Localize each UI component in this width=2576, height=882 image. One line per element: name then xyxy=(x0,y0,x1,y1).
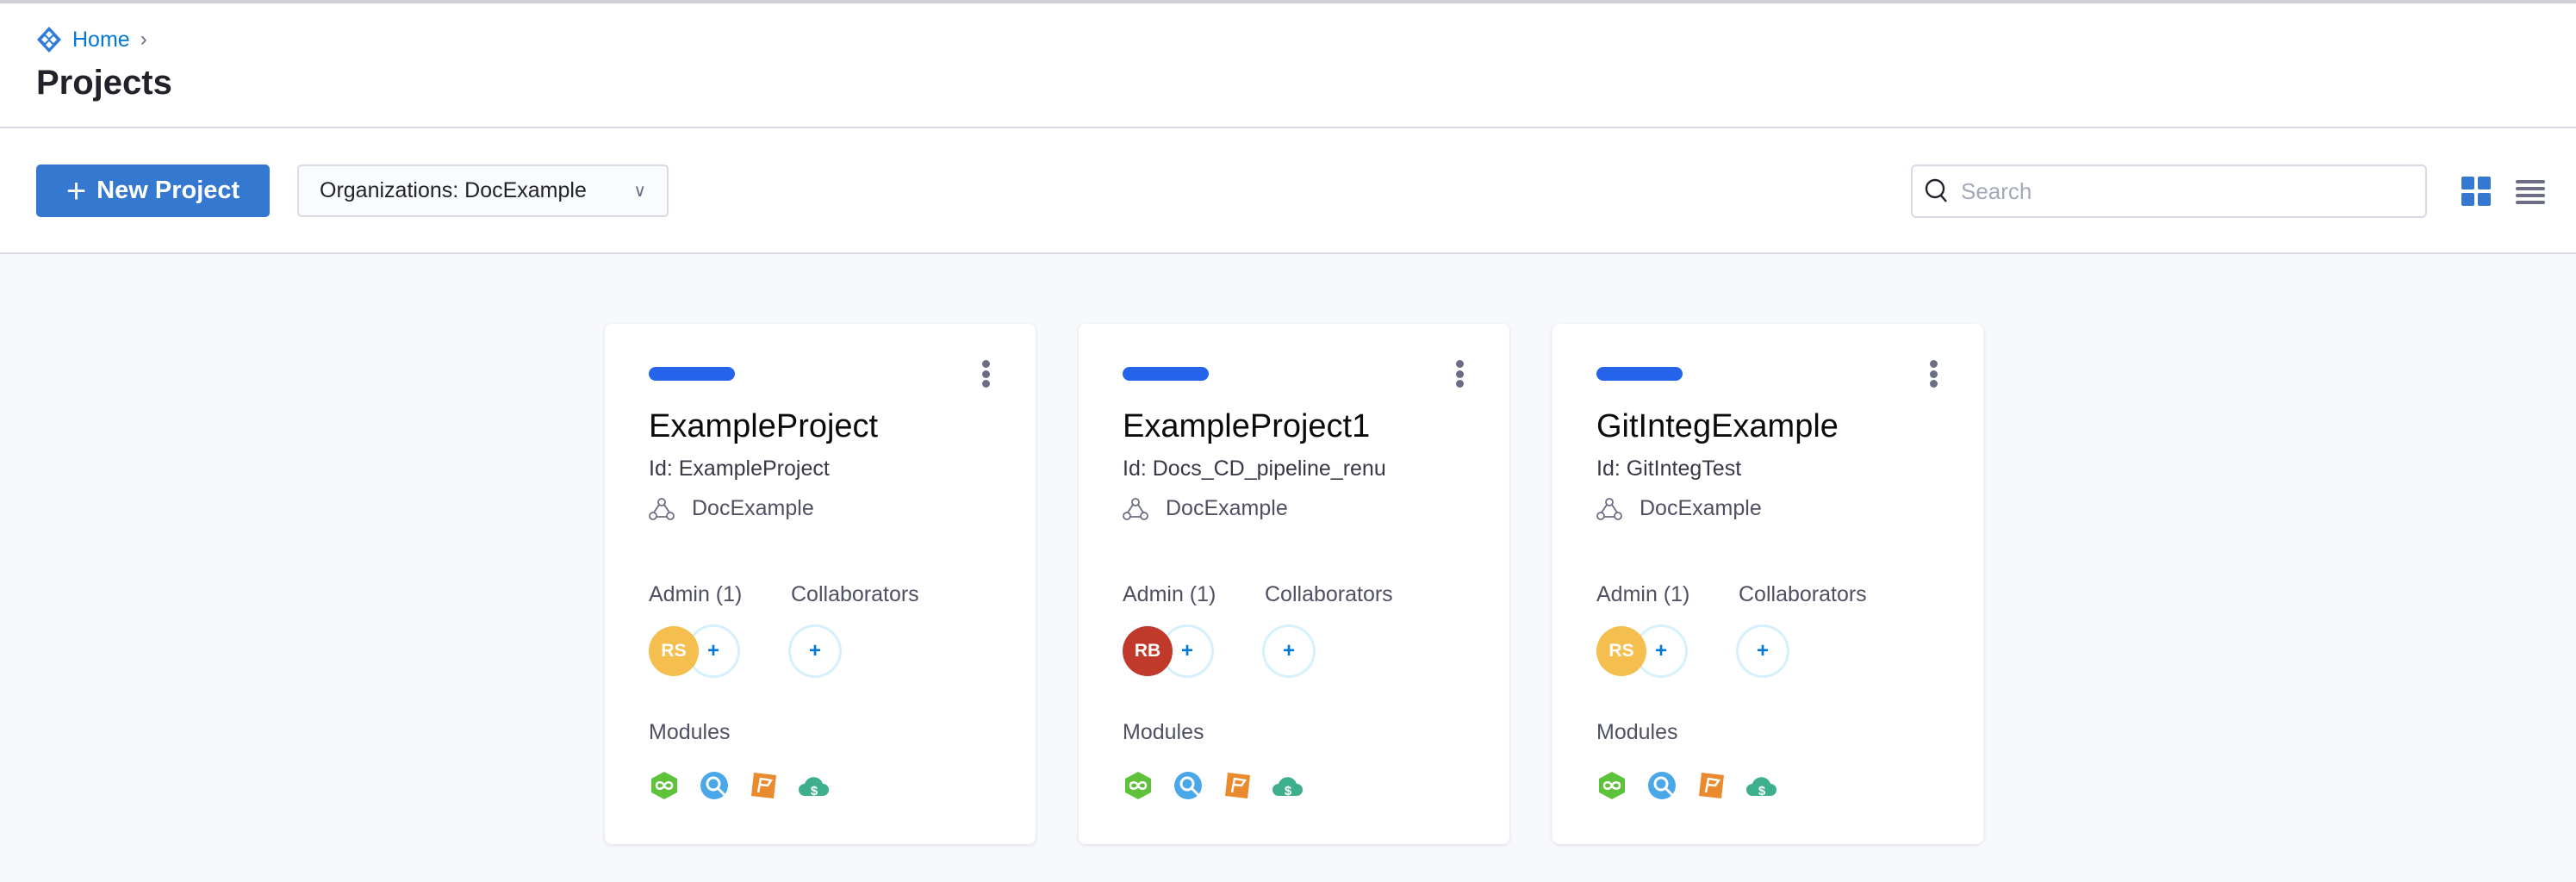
project-org: DocExample xyxy=(649,496,814,521)
modules-label: Modules xyxy=(1596,720,1678,744)
svg-text:$: $ xyxy=(1758,784,1766,798)
cd-icon xyxy=(649,770,680,801)
project-color-bar xyxy=(1123,367,1209,381)
breadcrumb: Home › xyxy=(36,26,147,53)
admin-label: Admin (1) xyxy=(649,582,743,606)
add-collaborator-button[interactable]: + xyxy=(1262,624,1316,678)
top-border xyxy=(0,0,2576,3)
admin-label: Admin (1) xyxy=(1123,582,1216,606)
harness-logo-icon xyxy=(37,27,61,53)
new-project-button[interactable]: + New Project xyxy=(36,165,270,217)
project-id: Id: ExampleProject xyxy=(649,457,830,481)
plus-icon: + xyxy=(65,171,87,210)
modules-list: $ xyxy=(1596,770,1777,801)
project-org: DocExample xyxy=(1123,496,1288,521)
divider xyxy=(0,127,2576,128)
project-id: Id: Docs_CD_pipeline_renu xyxy=(1123,457,1386,481)
search-input[interactable] xyxy=(1961,177,2409,205)
project-color-bar xyxy=(649,367,735,381)
collaborators-label: Collaborators xyxy=(791,582,919,606)
add-collaborator-button[interactable]: + xyxy=(788,624,842,678)
organization-filter-dropdown[interactable]: Organizations: DocExample ∨ xyxy=(297,165,669,217)
list-view-icon[interactable] xyxy=(2516,178,2545,206)
modules-list: $ xyxy=(649,770,830,801)
modules-label: Modules xyxy=(649,720,731,744)
project-org: DocExample xyxy=(1596,496,1762,521)
project-name: GitIntegExample xyxy=(1596,408,1839,444)
avatar[interactable]: RB xyxy=(1123,626,1173,676)
add-admin-button[interactable]: + xyxy=(1160,624,1214,678)
more-options-icon[interactable] xyxy=(975,358,996,389)
page-header: Home › Projects + New Project Organizatio… xyxy=(0,0,2576,254)
page-title: Projects xyxy=(36,64,172,102)
collaborators-label: Collaborators xyxy=(1265,582,1393,606)
ccm-icon: $ xyxy=(799,770,830,801)
project-name: ExampleProject xyxy=(649,408,879,444)
project-color-bar xyxy=(1596,367,1683,381)
project-name: ExampleProject1 xyxy=(1123,408,1371,444)
search-field[interactable] xyxy=(1911,165,2427,218)
project-card[interactable]: ExampleProject Id: ExampleProject DocExa… xyxy=(605,324,1036,844)
org-name: DocExample xyxy=(1640,496,1762,520)
cd-icon xyxy=(1123,770,1154,801)
svg-text:$: $ xyxy=(811,784,818,798)
new-project-label: New Project xyxy=(96,177,240,204)
more-options-icon[interactable] xyxy=(1449,358,1470,389)
chevron-right-icon: › xyxy=(140,28,147,51)
chevron-down-icon: ∨ xyxy=(633,182,646,201)
admin-label: Admin (1) xyxy=(1596,582,1690,606)
organization-icon xyxy=(1123,497,1148,520)
modules-label: Modules xyxy=(1123,720,1204,744)
ff-icon xyxy=(1223,770,1254,801)
org-name: DocExample xyxy=(692,496,814,520)
avatar[interactable]: RS xyxy=(649,626,699,676)
ci-icon xyxy=(699,770,730,801)
collaborators-label: Collaborators xyxy=(1739,582,1867,606)
ci-icon xyxy=(1173,770,1204,801)
org-filter-value: Organizations: DocExample xyxy=(320,178,587,202)
project-id: Id: GitIntegTest xyxy=(1596,457,1742,481)
search-icon xyxy=(1925,178,1947,202)
org-name: DocExample xyxy=(1166,496,1288,520)
ff-icon xyxy=(1696,770,1727,801)
project-card[interactable]: GitIntegExample Id: GitIntegTest DocExam… xyxy=(1552,324,1983,844)
avatar[interactable]: RS xyxy=(1596,626,1646,676)
grid-view-icon[interactable] xyxy=(2461,177,2491,206)
svg-text:$: $ xyxy=(1285,784,1292,798)
ccm-icon: $ xyxy=(1272,770,1304,801)
cd-icon xyxy=(1596,770,1627,801)
add-collaborator-button[interactable]: + xyxy=(1736,624,1789,678)
ff-icon xyxy=(749,770,780,801)
organization-icon xyxy=(649,497,675,520)
ccm-icon: $ xyxy=(1746,770,1777,801)
divider xyxy=(0,252,2576,254)
project-card[interactable]: ExampleProject1 Id: Docs_CD_pipeline_ren… xyxy=(1079,324,1509,844)
breadcrumb-home-link[interactable]: Home xyxy=(72,27,130,52)
more-options-icon[interactable] xyxy=(1923,358,1944,389)
organization-icon xyxy=(1596,497,1622,520)
modules-list: $ xyxy=(1123,770,1304,801)
ci-icon xyxy=(1646,770,1677,801)
